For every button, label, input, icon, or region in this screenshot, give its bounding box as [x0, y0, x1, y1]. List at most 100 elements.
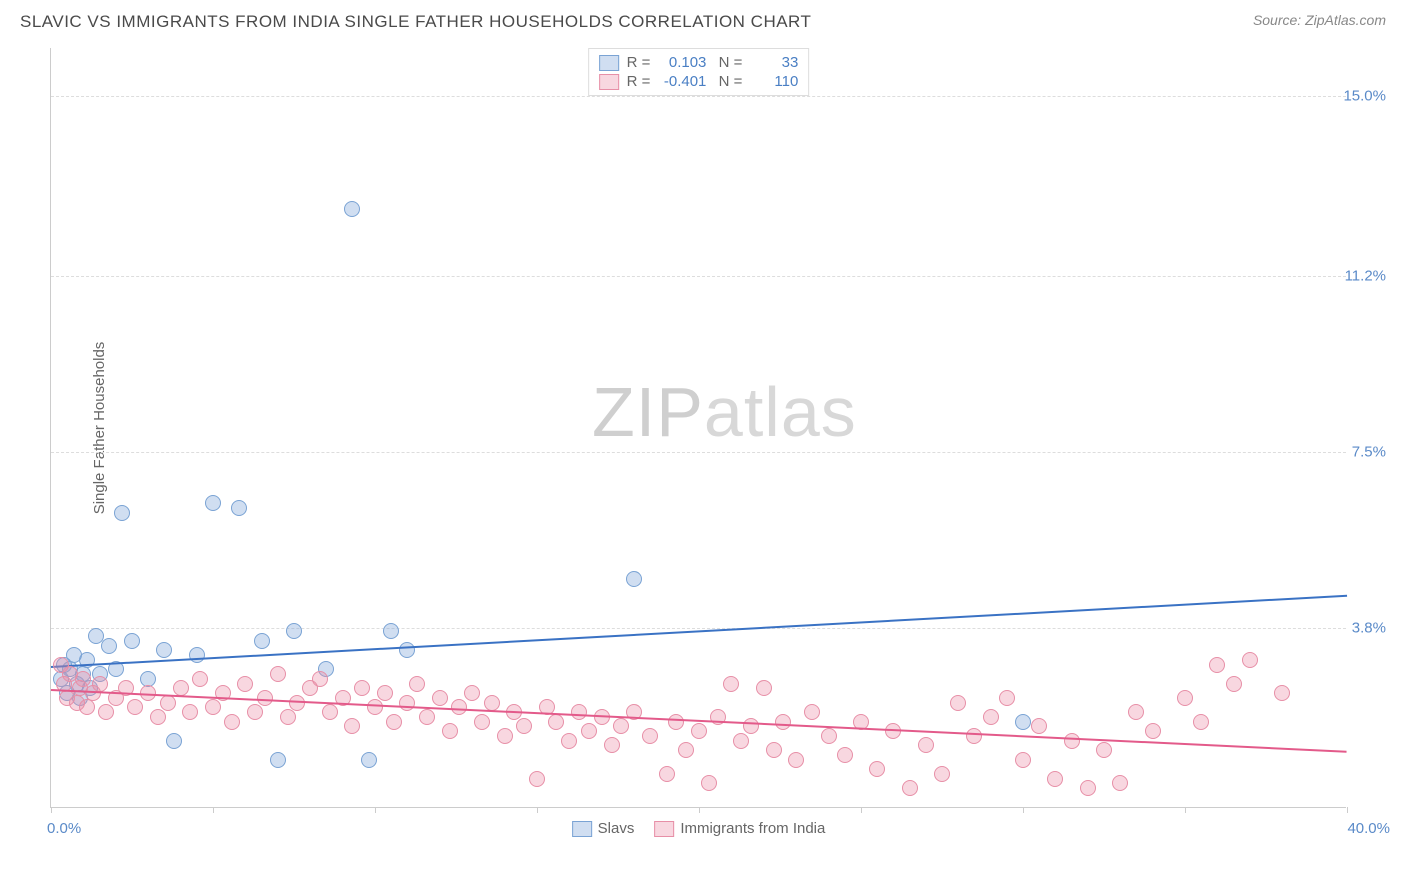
- data-point: [821, 728, 837, 744]
- data-point: [205, 699, 221, 715]
- data-point: [189, 647, 205, 663]
- watermark: ZIPatlas: [592, 372, 857, 452]
- data-point: [642, 728, 658, 744]
- legend-label-india: Immigrants from India: [680, 820, 825, 837]
- n-value-india: 110: [750, 73, 798, 90]
- data-point: [160, 695, 176, 711]
- data-point: [869, 761, 885, 777]
- r-value-india: -0.401: [658, 73, 706, 90]
- data-point: [668, 714, 684, 730]
- data-point: [1096, 742, 1112, 758]
- data-point: [344, 201, 360, 217]
- data-point: [516, 718, 532, 734]
- xtick: [537, 807, 538, 813]
- data-point: [497, 728, 513, 744]
- data-point: [312, 671, 328, 687]
- ytick-label: 7.5%: [1336, 443, 1386, 460]
- data-point: [474, 714, 490, 730]
- data-point: [124, 633, 140, 649]
- data-point: [79, 699, 95, 715]
- data-point: [386, 714, 402, 730]
- data-point: [166, 733, 182, 749]
- data-point: [1274, 685, 1290, 701]
- data-point: [484, 695, 500, 711]
- xaxis-min-label: 0.0%: [47, 820, 81, 837]
- data-point: [432, 690, 448, 706]
- n-label: N =: [714, 54, 742, 71]
- data-point: [766, 742, 782, 758]
- r-value-slavs: 0.103: [658, 54, 706, 71]
- n-value-slavs: 33: [750, 54, 798, 71]
- data-point: [604, 737, 620, 753]
- xtick: [861, 807, 862, 813]
- data-point: [399, 642, 415, 658]
- data-point: [344, 718, 360, 734]
- data-point: [561, 733, 577, 749]
- data-point: [788, 752, 804, 768]
- data-point: [322, 704, 338, 720]
- data-point: [231, 500, 247, 516]
- data-point: [804, 704, 820, 720]
- data-point: [743, 718, 759, 734]
- stats-row-slavs: R = 0.103 N = 33: [599, 53, 799, 72]
- data-point: [775, 714, 791, 730]
- data-point: [1193, 714, 1209, 730]
- data-point: [257, 690, 273, 706]
- data-point: [1226, 676, 1242, 692]
- data-point: [1177, 690, 1193, 706]
- legend-label-slavs: Slavs: [598, 820, 635, 837]
- data-point: [701, 775, 717, 791]
- data-point: [1015, 752, 1031, 768]
- legend-item-slavs: Slavs: [572, 820, 635, 837]
- ytick-label: 3.8%: [1336, 619, 1386, 636]
- data-point: [182, 704, 198, 720]
- ytick-label: 15.0%: [1336, 87, 1386, 104]
- chart-container: ZIPatlas Single Father Households R = 0.…: [50, 48, 1386, 838]
- data-point: [678, 742, 694, 758]
- xtick: [375, 807, 376, 813]
- r-label: R =: [627, 73, 651, 90]
- data-point: [529, 771, 545, 787]
- swatch-india: [599, 74, 619, 90]
- data-point: [918, 737, 934, 753]
- data-point: [224, 714, 240, 730]
- gridline: [51, 628, 1346, 629]
- data-point: [756, 680, 772, 696]
- data-point: [419, 709, 435, 725]
- data-point: [837, 747, 853, 763]
- data-point: [999, 690, 1015, 706]
- data-point: [75, 671, 91, 687]
- yaxis-title: Single Father Households: [91, 341, 108, 514]
- data-point: [1080, 780, 1096, 796]
- data-point: [383, 623, 399, 639]
- xtick: [1347, 807, 1348, 813]
- data-point: [205, 495, 221, 511]
- gridline: [51, 452, 1346, 453]
- n-label: N =: [714, 73, 742, 90]
- data-point: [286, 623, 302, 639]
- data-point: [1128, 704, 1144, 720]
- xtick: [213, 807, 214, 813]
- gridline: [51, 276, 1346, 277]
- data-point: [367, 699, 383, 715]
- data-point: [966, 728, 982, 744]
- xtick: [1185, 807, 1186, 813]
- data-point: [1209, 657, 1225, 673]
- data-point: [409, 676, 425, 692]
- data-point: [902, 780, 918, 796]
- data-point: [192, 671, 208, 687]
- data-point: [101, 638, 117, 654]
- chart-title: SLAVIC VS IMMIGRANTS FROM INDIA SINGLE F…: [20, 12, 811, 32]
- stats-row-india: R = -0.401 N = 110: [599, 72, 799, 91]
- data-point: [127, 699, 143, 715]
- data-point: [173, 680, 189, 696]
- data-point: [442, 723, 458, 739]
- data-point: [1031, 718, 1047, 734]
- data-point: [98, 704, 114, 720]
- r-label: R =: [627, 54, 651, 71]
- swatch-slavs: [599, 55, 619, 71]
- ytick-label: 11.2%: [1336, 268, 1386, 285]
- data-point: [1047, 771, 1063, 787]
- data-point: [571, 704, 587, 720]
- data-point: [270, 666, 286, 682]
